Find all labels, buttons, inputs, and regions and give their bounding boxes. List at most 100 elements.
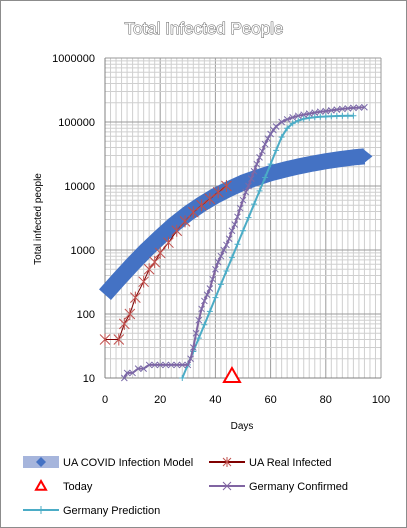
legend-marker xyxy=(222,481,232,491)
data-point xyxy=(189,344,197,351)
data-point xyxy=(242,188,250,196)
data-point xyxy=(239,196,247,204)
data-point xyxy=(214,258,222,266)
data-point xyxy=(327,107,335,114)
data-point xyxy=(140,365,147,373)
legend-marker xyxy=(34,478,48,491)
series-end-marker xyxy=(362,148,373,165)
data-point xyxy=(113,333,125,346)
series-germany-confirmed xyxy=(120,103,368,382)
data-point xyxy=(250,167,258,175)
data-point xyxy=(339,105,346,113)
x-tick-label: 0 xyxy=(102,394,108,406)
data-point xyxy=(253,160,261,168)
data-point xyxy=(350,112,357,119)
data-point xyxy=(231,221,239,228)
data-point xyxy=(163,236,174,249)
x-tick-label: 100 xyxy=(372,394,390,406)
data-point xyxy=(240,227,246,234)
data-point xyxy=(322,107,330,115)
data-point xyxy=(289,114,297,121)
legend-item-ua-real-infected: UA Real Infected xyxy=(209,457,332,469)
data-point xyxy=(138,275,149,288)
data-point xyxy=(179,215,191,228)
data-point xyxy=(179,375,186,381)
data-point xyxy=(198,305,205,313)
data-point xyxy=(171,224,183,237)
data-point xyxy=(145,361,153,369)
legend-label: Germany Prediction xyxy=(63,505,160,517)
x-tick-label: 40 xyxy=(209,394,221,406)
data-point xyxy=(228,227,236,235)
data-point xyxy=(317,113,324,120)
data-point xyxy=(294,112,302,120)
y-axis-title: Total infected people xyxy=(33,173,44,265)
data-point xyxy=(228,254,235,261)
y-tick-label: 1000000 xyxy=(52,53,95,65)
axes xyxy=(104,58,381,379)
data-point xyxy=(267,130,274,138)
data-point xyxy=(162,361,170,369)
data-point xyxy=(270,126,277,134)
data-point xyxy=(350,104,357,112)
data-point xyxy=(245,182,252,190)
data-point xyxy=(344,112,351,119)
data-point xyxy=(283,115,291,123)
data-point xyxy=(212,294,219,301)
data-point xyxy=(284,125,291,132)
data-point xyxy=(247,175,255,183)
data-point xyxy=(154,246,166,259)
data-point xyxy=(278,118,285,126)
legend-label: Today xyxy=(63,481,93,493)
data-point xyxy=(151,361,159,369)
x-tick-labels: 0 20 40 60 80 100 xyxy=(102,394,390,406)
data-point xyxy=(262,174,269,181)
legend-marker xyxy=(37,506,45,514)
data-point xyxy=(355,104,363,111)
data-point xyxy=(212,265,219,273)
data-point xyxy=(223,241,230,249)
data-point xyxy=(306,114,313,121)
series-layer xyxy=(99,103,373,383)
data-point xyxy=(256,154,263,161)
x-tick-label: 60 xyxy=(264,394,276,406)
data-point xyxy=(192,329,200,337)
series-germany-prediction xyxy=(179,112,357,381)
data-point xyxy=(261,140,269,148)
data-point xyxy=(167,361,175,369)
legend-item-today: Today xyxy=(34,478,93,493)
legend-label: UA COVID Infection Model xyxy=(63,457,193,469)
data-point xyxy=(316,108,324,116)
x-tick-label: 80 xyxy=(320,394,332,406)
data-point xyxy=(328,113,335,120)
data-point xyxy=(295,117,302,124)
data-point xyxy=(221,180,232,192)
data-point xyxy=(245,214,252,221)
data-point xyxy=(118,317,130,330)
data-point xyxy=(209,275,216,283)
data-point xyxy=(223,267,230,274)
data-point xyxy=(272,123,280,130)
data-point xyxy=(201,321,208,328)
data-point xyxy=(322,113,329,120)
y-tick-label: 10000 xyxy=(64,181,95,193)
data-point xyxy=(305,110,313,118)
data-point xyxy=(300,111,308,119)
data-point xyxy=(289,120,296,127)
data-point xyxy=(264,135,272,142)
y-tick-label: 100000 xyxy=(58,117,95,129)
y-tick-label: 1000 xyxy=(71,245,95,257)
data-point xyxy=(251,201,258,208)
data-point xyxy=(99,333,111,346)
data-point xyxy=(156,361,164,369)
data-point xyxy=(123,369,131,377)
data-point xyxy=(203,291,211,299)
legend-item-germany-prediction: Germany Prediction xyxy=(23,505,160,517)
data-point xyxy=(201,297,208,305)
series-ua-real-infected xyxy=(99,180,232,346)
data-point xyxy=(220,246,228,254)
data-point xyxy=(130,291,141,304)
data-point xyxy=(311,114,318,121)
